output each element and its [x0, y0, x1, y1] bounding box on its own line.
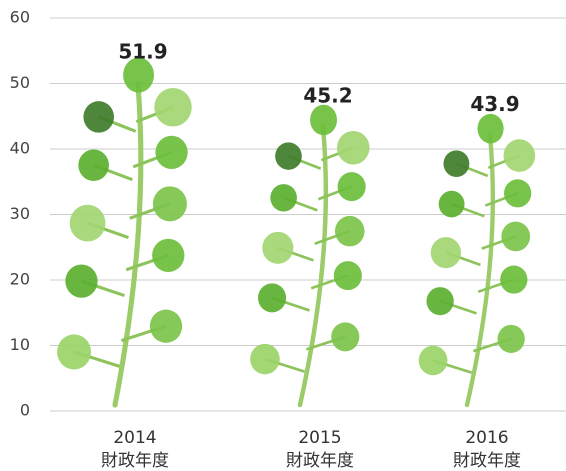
- plant-leaf: [338, 172, 366, 201]
- y-tick-label: 30: [10, 204, 30, 223]
- plant-leaf: [504, 179, 531, 207]
- plant-leaf: [331, 322, 359, 351]
- plant: [250, 105, 369, 405]
- plant: [57, 58, 192, 405]
- plant-leaf: [497, 325, 524, 353]
- value-label: 51.9: [118, 40, 167, 64]
- x-tick-sublabel: 財政年度: [101, 451, 169, 471]
- x-tick-sublabel: 財政年度: [453, 451, 521, 471]
- plant-leaf: [152, 239, 184, 272]
- x-tick-label: 2016: [465, 428, 508, 448]
- plant-stem: [467, 134, 493, 405]
- plant-leaf: [500, 266, 527, 294]
- plant-leaf: [150, 310, 182, 343]
- plant-leaf: [477, 114, 503, 144]
- plant-leaf: [335, 216, 365, 247]
- y-tick-label: 0: [20, 401, 30, 420]
- plant-leaf: [504, 139, 536, 172]
- y-tick-label: 20: [10, 270, 30, 289]
- plant-leaf: [258, 283, 286, 312]
- plant-leaf: [426, 287, 453, 315]
- plant-leaf: [275, 142, 302, 169]
- plant-leaf: [262, 232, 293, 264]
- y-tick-label: 60: [10, 8, 30, 27]
- plant-leaf: [431, 237, 461, 268]
- plant-leaf: [250, 344, 280, 375]
- plant-leaf: [155, 136, 187, 169]
- value-label: 43.9: [470, 92, 519, 116]
- plant-leaf: [334, 261, 362, 290]
- chart: 0 10 20 30 40 50 60 51.9 2014 財政年度 45.2 2015 財政年度 43.…: [0, 0, 566, 471]
- plant-leaf: [153, 186, 187, 221]
- plant-leaf: [419, 346, 448, 376]
- y-tick-label: 40: [10, 139, 30, 158]
- plant-leaf: [83, 101, 114, 133]
- plant-leaf: [443, 150, 469, 177]
- x-tick-label: 2015: [298, 428, 341, 448]
- plant-leaf: [154, 88, 191, 127]
- plant-leaf: [439, 191, 465, 218]
- value-label: 45.2: [303, 83, 352, 107]
- plant-leaf: [337, 131, 370, 165]
- plant-leaf: [65, 264, 97, 297]
- x-tick-label: 2014: [113, 428, 156, 448]
- plant: [419, 114, 535, 405]
- plant-stem: [300, 126, 326, 405]
- plant-leaf: [57, 334, 91, 369]
- plant-leaf: [310, 105, 337, 136]
- plant-stem: [115, 83, 141, 405]
- plant-leaf: [501, 222, 530, 252]
- y-tick-label: 10: [10, 335, 30, 354]
- plant-leaf: [270, 184, 297, 211]
- y-tick-label: 50: [10, 73, 30, 92]
- plant-leaf: [78, 149, 109, 181]
- plant-leaf: [70, 205, 106, 242]
- x-tick-sublabel: 財政年度: [286, 451, 354, 471]
